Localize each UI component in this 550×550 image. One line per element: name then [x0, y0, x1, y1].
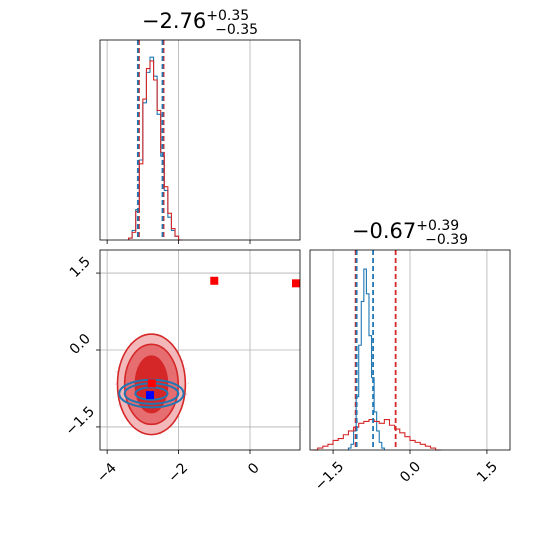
panel-frame: [99, 39, 301, 241]
scatter-point: [182, 359, 184, 362]
scatter-point: [185, 368, 187, 370]
x-tick-label: 0.0: [397, 459, 424, 486]
scatter-point: [129, 342, 132, 344]
panel-title: −0.67+0.39 −0.39: [352, 218, 468, 248]
hist-step-0: [128, 56, 183, 241]
top-left-histogram-panel: −2.76+0.35 −0.35: [99, 8, 301, 244]
x-tick-label: −4: [94, 460, 120, 486]
bottom-left-scatter-panel: −4 −2 0 −1.5 0.0 1.5: [63, 249, 301, 486]
scatter-point: [178, 416, 180, 418]
x-tick-label: 0: [245, 460, 263, 478]
x-tick-label: −1.5: [312, 459, 347, 494]
scatter-point: [114, 383, 117, 385]
red-marker: [210, 276, 219, 285]
bottom-right-histogram-panel: −1.5 0.0 1.5 −0.67+0.39 −0.39: [309, 218, 511, 494]
y-tick-label: 0.0: [67, 331, 94, 358]
red-marker: [147, 379, 156, 388]
y-tick-label: 1.5: [67, 254, 94, 281]
panel-title: −2.76+0.35 −0.35: [142, 8, 258, 38]
scatter-point: [185, 393, 187, 395]
blue-contour-level: [134, 386, 169, 401]
red-marker: [292, 279, 300, 288]
scatter-point: [118, 404, 120, 407]
hist-step-0: [347, 268, 385, 450]
scatter-point: [187, 382, 190, 384]
scatter-point: [115, 370, 117, 373]
y-tick-label: −1.5: [63, 404, 98, 439]
hist-step-1: [128, 60, 183, 241]
hist-step-1: [312, 418, 441, 451]
x-tick-label: 1.5: [474, 459, 501, 486]
blue-marker: [146, 391, 154, 400]
x-tick-label: −2: [165, 460, 191, 486]
